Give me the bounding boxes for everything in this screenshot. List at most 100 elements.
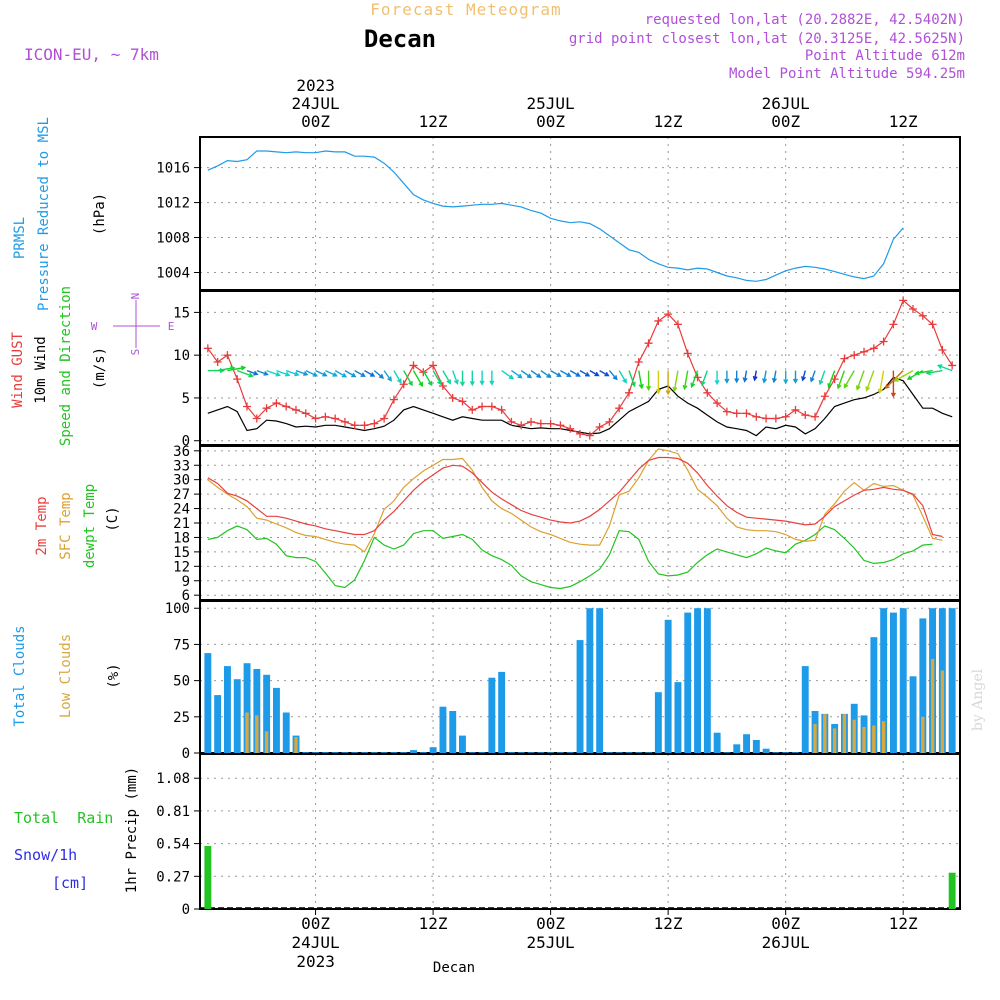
wind-arrow — [734, 370, 740, 384]
wind-arrow — [762, 370, 768, 384]
wind-arrow — [672, 370, 679, 393]
gust-point — [497, 405, 506, 414]
y-tick-label: 25 — [173, 710, 190, 726]
wind-arrow — [459, 370, 466, 387]
total-cloud-bar — [654, 692, 662, 753]
wind-arrow — [479, 370, 485, 386]
gust-point — [644, 339, 653, 348]
low-cloud-bar — [832, 728, 837, 753]
wind-arrow — [628, 370, 636, 388]
wind-arrow — [489, 370, 495, 386]
wind-arrow — [276, 369, 291, 377]
total-cloud-bar — [596, 608, 604, 753]
total-cloud-bar — [684, 612, 692, 753]
wind-arrow — [925, 369, 943, 376]
y-tick-label: 0 — [182, 902, 190, 918]
total-cloud-bar — [263, 674, 271, 753]
wind-arrow — [877, 370, 885, 395]
time-label: 12Z — [889, 112, 918, 131]
wind-arrow — [412, 370, 424, 388]
low-cloud-bar — [842, 713, 847, 753]
panels: 1004100810121016051015691215182124273033… — [156, 136, 961, 918]
wind-arrow — [893, 369, 914, 382]
gust-point — [899, 296, 908, 305]
gust-point — [605, 417, 614, 426]
y-tick-label: 15 — [173, 545, 190, 561]
total-cloud-bar — [664, 619, 672, 753]
gust-point — [546, 419, 555, 428]
gust-point — [517, 421, 526, 430]
total-cloud-bar — [488, 677, 496, 753]
gust-point — [889, 320, 898, 329]
y-tick-label: 1004 — [156, 266, 190, 282]
gust-point — [654, 316, 663, 325]
wind-arrow — [836, 370, 846, 390]
gust-point — [791, 405, 800, 414]
header-title: Forecast Meteogram — [370, 0, 561, 19]
gust-point — [938, 346, 947, 355]
gust-point — [850, 351, 859, 360]
wind-arrow — [569, 369, 581, 377]
compass-w: W — [91, 320, 98, 333]
wind-arrow — [305, 369, 319, 377]
wind-arrow — [246, 369, 259, 376]
wind-arrow — [771, 370, 777, 384]
gust-point — [624, 388, 633, 397]
wind-arrow — [855, 370, 865, 391]
gust-point — [879, 337, 888, 346]
gust-point — [340, 417, 349, 426]
gust-point — [389, 395, 398, 404]
total-cloud-bar — [449, 711, 457, 753]
header-requested: requested lon,lat (20.2882E, 42.5402N) — [645, 12, 965, 28]
gust-point — [948, 361, 957, 370]
y-tick-label: 0 — [182, 434, 190, 450]
wind-arrow — [227, 365, 247, 372]
panel-frame — [199, 753, 961, 910]
temp-2m-series-line — [207, 456, 943, 538]
wind-arrow — [638, 370, 644, 390]
time-label: 00Z — [301, 112, 330, 131]
wind-arrow — [843, 370, 855, 389]
gust-point — [409, 361, 418, 370]
wind-arrow — [364, 369, 376, 377]
gust-point — [860, 347, 869, 356]
clouds-low-label: Low Clouds — [58, 634, 74, 718]
pressure-label-desc: Pressure Reduced to MSL — [36, 117, 52, 311]
wind-arrow — [256, 369, 269, 376]
gust-point — [272, 399, 281, 408]
y-tick-label: 15 — [173, 305, 190, 321]
gust-point — [722, 407, 731, 416]
total-cloud-bar — [233, 679, 241, 753]
total-cloud-bar — [410, 750, 417, 753]
time-label: 00Z — [536, 914, 565, 933]
gust-point — [820, 392, 829, 401]
wind-arrow — [334, 369, 348, 378]
clouds-unit: (%) — [106, 663, 122, 688]
precip-rain-label: Total Rain — [14, 809, 113, 827]
gust-point — [771, 414, 780, 423]
total-cloud-bar — [694, 608, 701, 753]
y-tick-label: 5 — [182, 391, 190, 407]
time-label: 00Z — [771, 112, 800, 131]
panel-frame — [199, 290, 961, 446]
panel-frame — [199, 136, 961, 291]
time-label: 2023 — [296, 952, 335, 971]
total-cloud-bar — [870, 637, 878, 753]
wind-arrow — [550, 369, 562, 377]
time-label: 00Z — [771, 914, 800, 933]
gust-point — [918, 311, 927, 320]
y-tick-label: 6 — [182, 588, 190, 604]
total-cloud-bar — [459, 735, 466, 753]
wind-arrow — [714, 370, 720, 386]
wind-arrow — [266, 369, 281, 377]
compass-s: S — [129, 349, 142, 356]
gust-point — [213, 358, 222, 367]
gust-point — [487, 402, 496, 411]
wind-arrow — [442, 370, 451, 385]
low-cloud-bar — [852, 719, 856, 753]
total-cloud-bar — [743, 734, 750, 753]
y-tick-label: 0.27 — [156, 869, 190, 885]
total-cloud-bar — [762, 748, 770, 753]
y-tick-label: 33 — [173, 458, 190, 474]
